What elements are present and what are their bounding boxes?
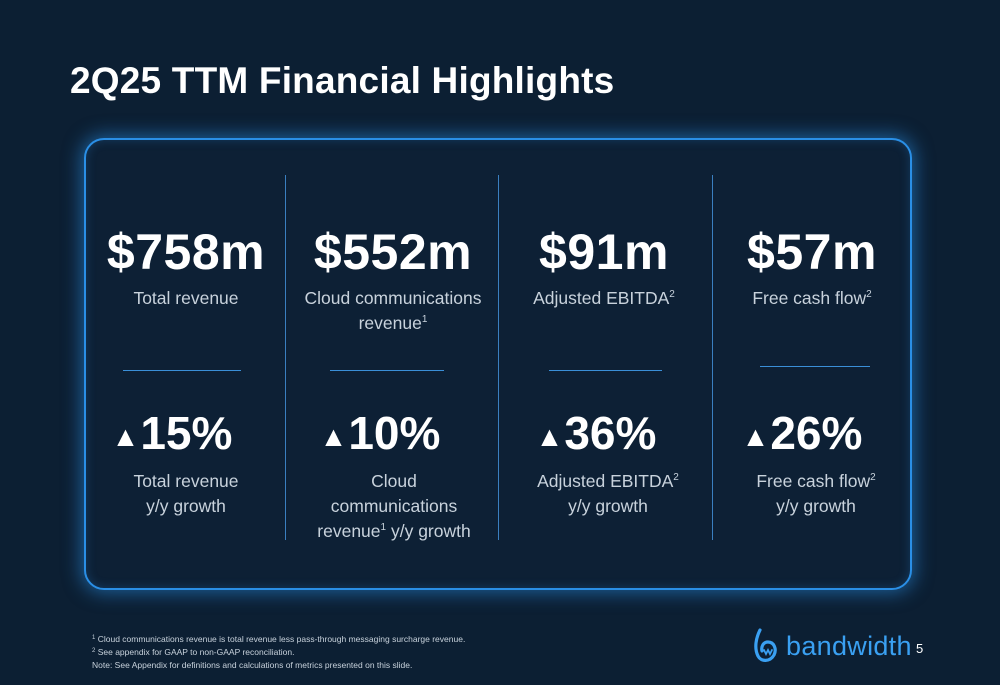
column-divider (498, 175, 499, 540)
footnote: 1 Cloud communications revenue is total … (92, 634, 466, 644)
section-divider (760, 366, 870, 367)
metric-label: Total revenue (133, 288, 239, 308)
growth-label: Total revenue y/y growth (133, 471, 239, 516)
metric-value: $552m (313, 224, 473, 280)
up-triangle-icon: ▲ (319, 421, 348, 452)
metric-total-revenue: $758m Total revenue (86, 222, 286, 311)
growth-value: ▲15% (111, 407, 233, 459)
metric-adjusted-ebitda: $91m Adjusted EBITDA2 (504, 222, 704, 311)
metric-value: $57m (747, 224, 877, 280)
growth-cloud-communications-revenue: ▲10% Cloud communications revenue1 y/y gr… (280, 405, 480, 544)
up-triangle-icon: ▲ (535, 421, 564, 452)
bandwidth-logo-icon (754, 628, 777, 662)
growth-value: ▲26% (741, 407, 863, 459)
metric-label: Adjusted EBITDA2 (533, 288, 675, 308)
up-triangle-icon: ▲ (111, 421, 140, 452)
metric-label: Cloud communications revenue1 (304, 288, 482, 333)
metric-value: $91m (539, 224, 669, 280)
metric-cloud-communications-revenue: $552m Cloud communications revenue1 (293, 222, 493, 336)
section-divider (549, 370, 662, 371)
page-number: 5 (916, 641, 924, 656)
section-divider (123, 370, 241, 371)
column-divider (285, 175, 286, 540)
slide-title: 2Q25 TTM Financial Highlights (70, 60, 615, 101)
growth-value: ▲36% (535, 407, 657, 459)
growth-total-revenue: ▲15% Total revenue y/y growth (72, 405, 272, 519)
footnote: 2 See appendix for GAAP to non-GAAP reco… (92, 647, 295, 657)
footnotes: 1 Cloud communications revenue is total … (92, 633, 465, 672)
footnote: Note: See Appendix for definitions and c… (92, 660, 413, 670)
up-triangle-icon: ▲ (741, 421, 770, 452)
growth-free-cash-flow: ▲26% Free cash flow2 y/y growth (702, 405, 902, 519)
metric-label: Free cash flow2 (752, 288, 872, 308)
growth-label: Free cash flow2 y/y growth (756, 471, 876, 516)
logo-wordmark: bandwidth (786, 630, 912, 661)
metric-value: $758m (106, 224, 266, 280)
growth-adjusted-ebitda: ▲36% Adjusted EBITDA2 y/y growth (496, 405, 696, 519)
growth-label: Cloud communications revenue1 y/y growth (317, 471, 471, 541)
metric-free-cash-flow: $57m Free cash flow2 (712, 222, 912, 311)
section-divider (330, 370, 444, 371)
growth-label: Adjusted EBITDA2 y/y growth (537, 471, 679, 516)
growth-value: ▲10% (319, 407, 441, 459)
bandwidth-logo: bandwidth (750, 628, 912, 664)
column-divider (712, 175, 713, 540)
